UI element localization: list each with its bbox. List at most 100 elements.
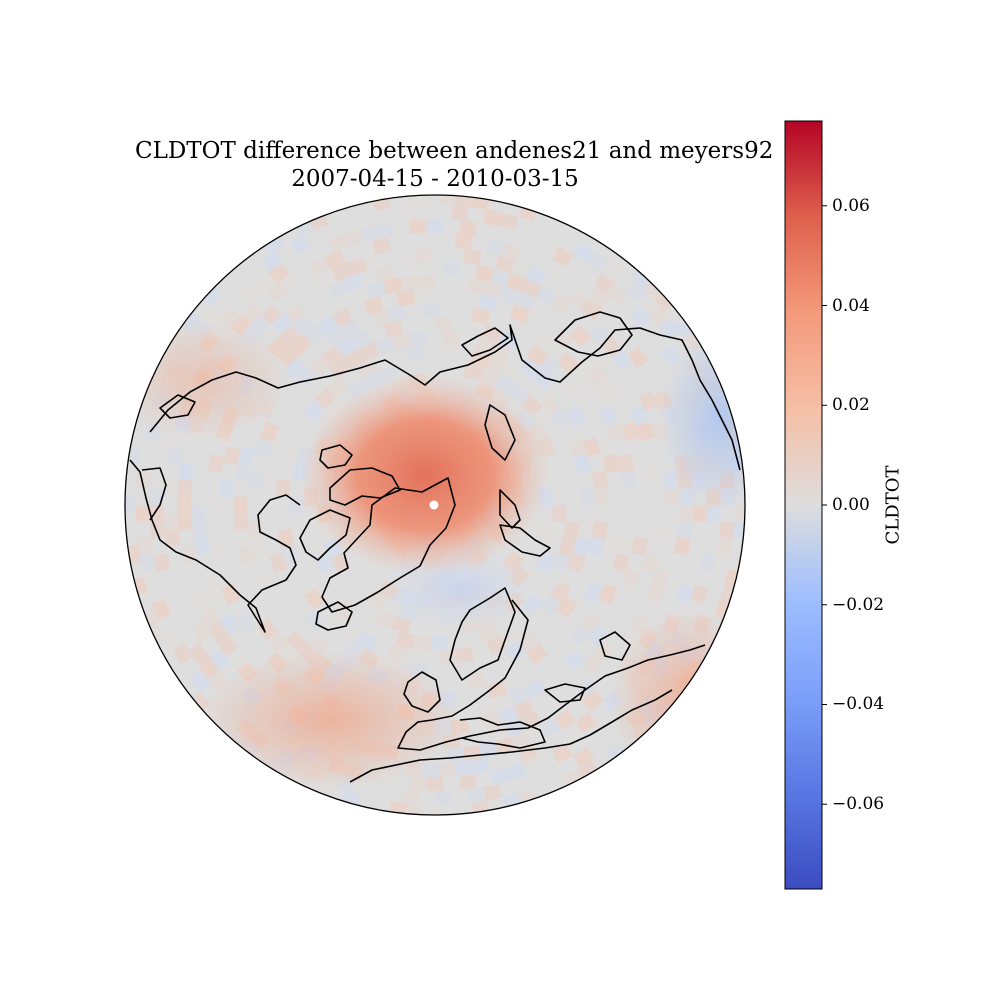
- field-cell: [509, 686, 531, 706]
- field-cell: [326, 612, 349, 634]
- field-cell: [164, 629, 185, 651]
- field-cell: [409, 261, 427, 277]
- field-cell: [573, 242, 595, 263]
- field-cell: [233, 496, 248, 514]
- field-cell: [678, 505, 693, 523]
- field-cell: [303, 323, 325, 345]
- field-cell: [376, 264, 396, 282]
- field-cell: [324, 250, 345, 270]
- field-cell: [676, 521, 693, 539]
- field-cell: [363, 252, 383, 271]
- field-cell: [290, 333, 312, 356]
- field-cell: [359, 225, 379, 243]
- field-cell: [268, 263, 290, 284]
- field-cell: [417, 275, 435, 290]
- field-cell: [178, 462, 195, 481]
- field-cell: [303, 588, 325, 611]
- field-cell: [271, 312, 294, 335]
- field-cell: [616, 537, 634, 557]
- field-cell: [372, 195, 391, 212]
- field-cell: [598, 583, 619, 605]
- arctic-warm-anomaly: [300, 375, 550, 575]
- field-cell: [509, 304, 531, 324]
- field-cell: [404, 345, 423, 362]
- field-cell: [612, 553, 631, 574]
- field-cell: [233, 513, 249, 531]
- field-cell: [500, 627, 523, 648]
- field-cell: [467, 672, 487, 690]
- field-cell: [638, 390, 658, 412]
- field-cell: [435, 317, 453, 332]
- coastline-north-america: [129, 459, 301, 633]
- field-cell: [281, 444, 300, 466]
- field-cell: [401, 789, 419, 805]
- field-cell: [591, 470, 609, 489]
- field-cell: [500, 362, 523, 383]
- field-cell: [259, 421, 280, 443]
- coastlines: [129, 311, 741, 783]
- field-cell: [388, 801, 407, 815]
- field-cell: [439, 345, 457, 361]
- field-cell: [478, 294, 499, 312]
- coastline-ellesmere: [329, 467, 401, 506]
- coastline-iceland: [315, 601, 353, 631]
- coastline-svalbard: [499, 524, 551, 557]
- field-cell: [491, 767, 511, 785]
- field-cell: [408, 331, 427, 347]
- field-cell: [247, 470, 264, 489]
- field-cell: [125, 545, 141, 564]
- field-cell: [573, 453, 592, 474]
- warm-anomaly-africa-rim: [610, 610, 745, 790]
- field-cell: [447, 747, 465, 763]
- field-cell: [149, 505, 164, 522]
- colorbar-label: CLDTOT: [882, 465, 904, 545]
- field-cell: [674, 537, 691, 556]
- field-cell: [163, 479, 179, 497]
- north-pole-marker: [429, 500, 439, 510]
- field-cell: [125, 513, 136, 531]
- field-cell: [443, 261, 461, 277]
- field-cell: [151, 599, 171, 620]
- field-cell: [525, 265, 547, 285]
- field-cell: [370, 308, 391, 327]
- field-cell: [654, 290, 676, 313]
- field-cell: [459, 774, 478, 790]
- field-cell: [467, 787, 486, 804]
- field-cell: [412, 635, 431, 651]
- field-cell: [588, 286, 611, 308]
- field-cell: [328, 357, 351, 379]
- coastline-siberia: [149, 324, 741, 471]
- field-cell: [401, 205, 419, 221]
- field-cell: [605, 420, 626, 442]
- field-cell: [235, 613, 257, 635]
- field-cell: [451, 205, 469, 221]
- field-cell: [648, 521, 665, 540]
- field-cell: [200, 568, 219, 589]
- field-cell: [625, 281, 648, 303]
- field-cell: [564, 649, 587, 671]
- field-cell: [190, 670, 212, 692]
- field-cell: [520, 394, 543, 417]
- field-cell: [260, 304, 282, 326]
- field-cell: [551, 505, 567, 523]
- field-cell: [728, 553, 745, 572]
- field-cell: [275, 478, 291, 497]
- field-cell: [526, 345, 549, 367]
- field-cell: [478, 367, 501, 387]
- field-cell: [374, 609, 396, 630]
- field-cell: [580, 487, 595, 505]
- field-cell: [502, 242, 523, 261]
- field-cell: [510, 731, 531, 751]
- field-cell: [237, 545, 256, 565]
- coastline-africa: [349, 689, 673, 783]
- coastline-severnaya-zemlya: [484, 404, 516, 461]
- cool-anomaly-pacific-rim: [660, 330, 745, 510]
- coastline-scandinavia: [449, 587, 516, 681]
- field-cell: [321, 345, 344, 367]
- warm-anomaly-siberia: [125, 320, 290, 440]
- field-cell: [153, 437, 171, 457]
- colorbar-tick-label: −0.02: [832, 594, 885, 615]
- field-cell: [550, 406, 572, 429]
- field-cell: [331, 262, 352, 282]
- field-cell: [539, 393, 562, 416]
